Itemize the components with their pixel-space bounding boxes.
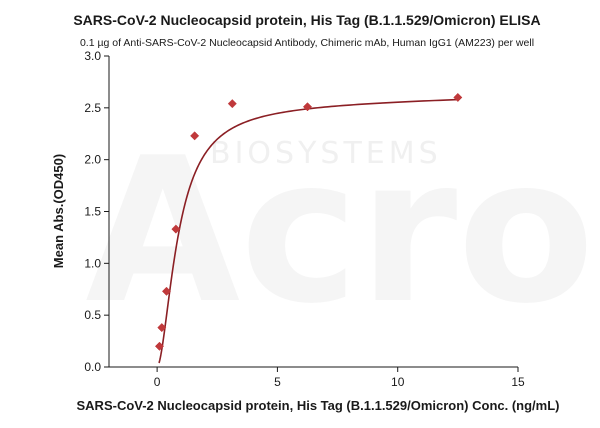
plot-area: 0.0 0.5 1.0 1.5 2.0 2.5 3.0 0 5 10 15 xyxy=(84,49,525,389)
watermark: Acro BIOSYSTEMS xyxy=(85,115,594,348)
y-tick-label: 0.5 xyxy=(84,308,101,322)
y-tick-label: 3.0 xyxy=(84,49,101,63)
chart-title: SARS-CoV-2 Nucleocapsid protein, His Tag… xyxy=(73,12,540,28)
fit-curve xyxy=(158,98,458,364)
data-point xyxy=(154,341,165,351)
watermark-text: BIOSYSTEMS xyxy=(210,136,442,171)
x-tick-label: 0 xyxy=(154,375,161,389)
y-tick-label: 1.0 xyxy=(84,256,101,270)
y-tick-label: 2.5 xyxy=(84,101,101,115)
x-axis-label: SARS-CoV-2 Nucleocapsid protein, His Tag… xyxy=(77,398,560,413)
watermark-logo: Acro xyxy=(85,115,594,348)
data-point xyxy=(302,102,313,112)
data-points xyxy=(154,92,463,351)
data-point xyxy=(171,224,181,234)
x-tick-label: 10 xyxy=(391,375,405,389)
data-point xyxy=(453,92,463,103)
y-tick-label: 2.0 xyxy=(84,153,101,167)
x-ticks: 0 5 10 15 xyxy=(154,367,525,389)
data-point xyxy=(157,323,167,333)
x-tick-label: 15 xyxy=(511,375,525,389)
y-ticks: 0.0 0.5 1.0 1.5 2.0 2.5 3.0 xyxy=(84,49,109,374)
data-point xyxy=(161,286,172,296)
data-point xyxy=(227,99,237,109)
x-tick-label: 5 xyxy=(274,375,281,389)
y-tick-label: 0.0 xyxy=(84,360,101,374)
chart-subtitle: 0.1 µg of Anti-SARS-CoV-2 Nucleocapsid A… xyxy=(80,37,534,49)
y-axis-label: Mean Abs.(OD450) xyxy=(51,154,66,268)
y-tick-label: 1.5 xyxy=(84,205,101,219)
data-point xyxy=(190,131,200,141)
